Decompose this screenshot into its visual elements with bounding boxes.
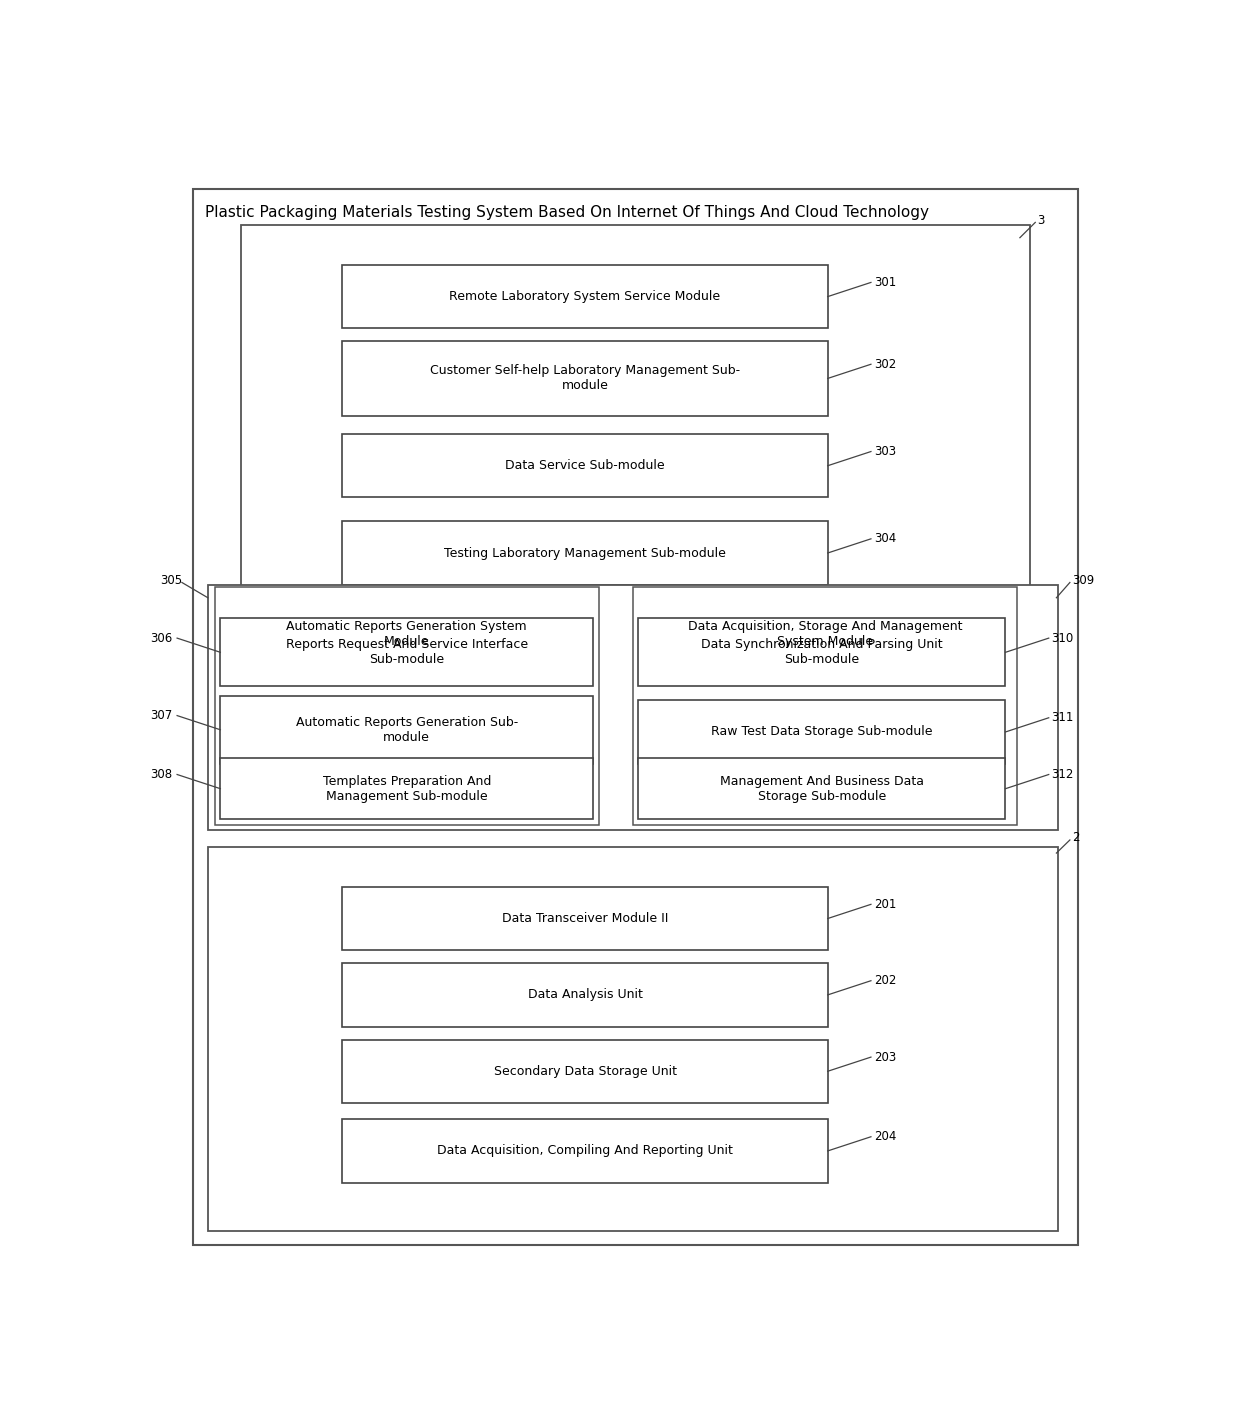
Bar <box>221 618 593 686</box>
Text: Testing Laboratory Management Sub-module: Testing Laboratory Management Sub-module <box>444 547 725 560</box>
Bar <box>342 265 827 329</box>
Bar <box>342 887 827 951</box>
Text: 303: 303 <box>874 445 897 458</box>
Text: 204: 204 <box>874 1131 897 1144</box>
Text: 306: 306 <box>150 632 172 645</box>
Text: Templates Preparation And
Management Sub-module: Templates Preparation And Management Sub… <box>322 775 491 802</box>
Text: Data Analysis Unit: Data Analysis Unit <box>527 989 642 1002</box>
Text: Remote Laboratory System Service Module: Remote Laboratory System Service Module <box>449 290 720 303</box>
Bar <box>639 618 1006 686</box>
Text: 309: 309 <box>1071 574 1094 587</box>
Text: 203: 203 <box>874 1050 897 1064</box>
Bar <box>342 964 827 1026</box>
Text: Customer Self-help Laboratory Management Sub-
module: Customer Self-help Laboratory Management… <box>430 364 740 393</box>
Text: 2: 2 <box>1071 832 1079 845</box>
Bar <box>221 696 593 764</box>
Bar <box>342 434 827 497</box>
Bar <box>208 846 1058 1230</box>
Bar <box>221 758 593 819</box>
Text: Plastic Packaging Materials Testing System Based On Internet Of Things And Cloud: Plastic Packaging Materials Testing Syst… <box>205 205 929 220</box>
Text: 310: 310 <box>1052 632 1074 645</box>
Text: Data Acquisition, Compiling And Reporting Unit: Data Acquisition, Compiling And Reportin… <box>438 1145 733 1158</box>
Text: Automatic Reports Generation System
Module: Automatic Reports Generation System Modu… <box>286 619 527 648</box>
Text: 201: 201 <box>874 898 897 911</box>
Bar <box>342 521 827 585</box>
Text: 307: 307 <box>150 708 172 723</box>
Bar <box>342 1040 827 1102</box>
Bar <box>342 1119 827 1183</box>
Text: 311: 311 <box>1052 711 1074 724</box>
Text: 305: 305 <box>160 574 182 587</box>
Bar <box>639 700 1006 764</box>
Text: Data Acquisition, Storage And Management
System Module: Data Acquisition, Storage And Management… <box>687 619 962 648</box>
Text: Automatic Reports Generation Sub-
module: Automatic Reports Generation Sub- module <box>295 716 518 744</box>
Text: Secondary Data Storage Unit: Secondary Data Storage Unit <box>494 1064 677 1078</box>
Bar <box>632 587 1017 825</box>
Text: Management And Business Data
Storage Sub-module: Management And Business Data Storage Sub… <box>720 775 924 802</box>
Text: Reports Request And Service Interface
Sub-module: Reports Request And Service Interface Su… <box>285 638 528 666</box>
Text: 301: 301 <box>874 276 897 289</box>
Text: 312: 312 <box>1052 768 1074 781</box>
Bar <box>242 224 1029 689</box>
Text: 302: 302 <box>874 357 897 371</box>
Text: Data Synchronization And Parsing Unit
Sub-module: Data Synchronization And Parsing Unit Su… <box>701 638 942 666</box>
Text: 3: 3 <box>1037 214 1044 227</box>
Bar <box>342 341 827 415</box>
Bar <box>208 585 1058 830</box>
Bar <box>639 758 1006 819</box>
Text: Data Service Sub-module: Data Service Sub-module <box>505 459 665 472</box>
Text: 202: 202 <box>874 975 897 988</box>
Text: Raw Test Data Storage Sub-module: Raw Test Data Storage Sub-module <box>712 726 932 738</box>
Text: 308: 308 <box>150 768 172 781</box>
Bar <box>215 587 599 825</box>
Text: 304: 304 <box>874 533 897 546</box>
Text: Data Transceiver Module II: Data Transceiver Module II <box>502 913 668 925</box>
